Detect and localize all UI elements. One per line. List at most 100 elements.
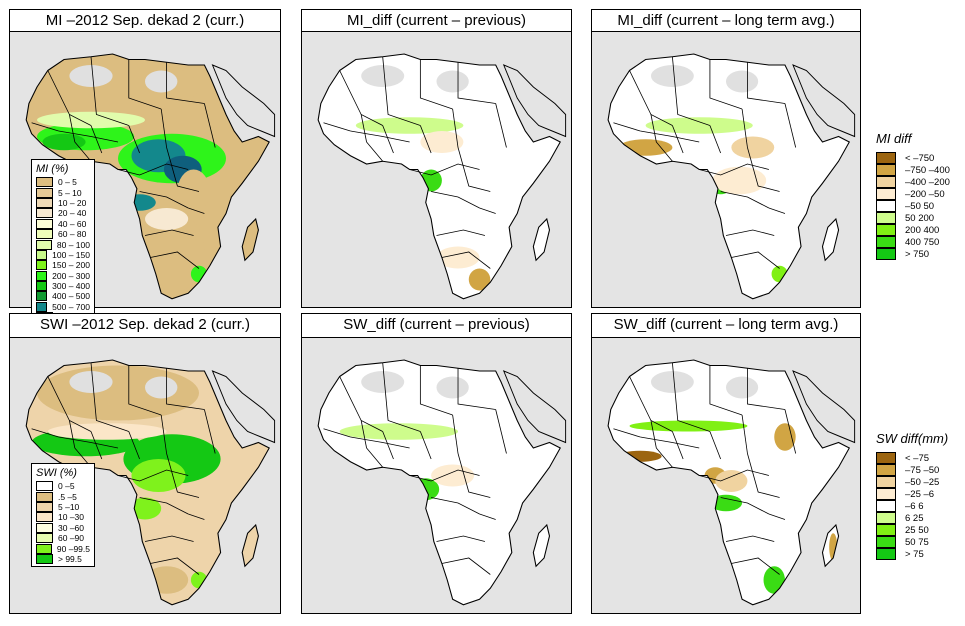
data-region: [37, 111, 145, 129]
legend-label: 60 – 80: [58, 229, 87, 240]
data-region: [420, 131, 464, 153]
country-border: [720, 191, 770, 209]
coastline: [607, 359, 851, 606]
coastline: [317, 359, 561, 606]
country-border: [720, 497, 770, 515]
country-border: [640, 436, 700, 449]
country-border: [699, 163, 769, 176]
country-border: [725, 229, 775, 236]
data-region: [47, 423, 167, 440]
legend-swatch: [876, 524, 896, 536]
legend-label: > 75: [905, 548, 924, 560]
country-border: [166, 62, 205, 104]
legend-entry: > 750: [876, 248, 950, 260]
country-border: [382, 125, 394, 154]
country-border: [139, 497, 189, 515]
legend-label: –75 –50: [905, 464, 940, 476]
country-border: [69, 420, 76, 449]
country-border: [323, 122, 351, 132]
legend-entry: 500 – 700: [36, 301, 90, 312]
data-region: [42, 133, 86, 151]
data-region: [726, 70, 759, 93]
country-border: [457, 368, 496, 410]
country-border: [419, 365, 453, 416]
data-region: [361, 65, 405, 87]
country-border: [671, 56, 711, 126]
legend-swatch: [36, 281, 48, 292]
legend-swatch: [876, 548, 896, 560]
country-border: [166, 453, 200, 498]
country-border: [419, 431, 432, 460]
country-border: [731, 557, 780, 575]
legend-label: 200 – 300: [52, 270, 90, 281]
legend-label: 0 –5: [58, 481, 75, 492]
map-sw-diff-previous: [301, 337, 572, 614]
panel-title-mi-diff-longterm: MI_diff (current – long term avg.): [591, 9, 861, 32]
country-border: [431, 497, 480, 515]
legend-entry: –50 –25: [876, 476, 948, 488]
legend-swatch: [36, 229, 53, 240]
country-border: [747, 62, 786, 104]
arabia-outline: [502, 370, 567, 444]
madagascar-land: [242, 525, 259, 567]
legend-swatch: [876, 200, 896, 212]
legend-label: –6 6: [905, 500, 924, 512]
data-region: [618, 139, 673, 156]
country-border: [741, 414, 748, 454]
legend-swatch: [876, 452, 896, 464]
country-border: [150, 251, 200, 269]
legend-label: 60 –90: [58, 533, 84, 544]
country-border: [709, 431, 722, 460]
sw-diff-legend: SW diff(mm) < –75 –75 –50 –50 –25 –25 –6 –6 …: [876, 431, 948, 560]
mi-legend-title: MI (%): [36, 163, 69, 175]
legend-swatch: [36, 187, 53, 198]
legend-entry: –400 –200: [876, 176, 950, 188]
legend-entry: 6 25: [876, 512, 948, 524]
data-region: [355, 117, 464, 134]
country-border: [741, 108, 748, 148]
legend-label: < –75: [905, 452, 930, 464]
legend-entry: –6 6: [876, 500, 948, 512]
africa-map: [25, 53, 276, 300]
country-border: [144, 229, 194, 236]
coastline: [607, 53, 851, 300]
legend-entry: 10 – 20: [36, 197, 90, 208]
country-border: [672, 125, 684, 154]
sw-diff-legend-title: SW diff(mm): [876, 431, 949, 446]
legend-entry: 40 – 60: [36, 218, 90, 229]
country-border: [656, 447, 673, 468]
panel-title-mi-diff-previous: MI_diff (current – previous): [301, 9, 572, 32]
legend-swatch: [36, 481, 53, 492]
legend-label: 5 – 10: [58, 187, 82, 198]
legend-entry: 30 –60: [36, 522, 90, 533]
country-border: [58, 436, 119, 449]
legend-label: 40 – 60: [58, 218, 87, 229]
legend-entry: 50 200: [876, 212, 950, 224]
legend-label: 300 – 400: [52, 281, 90, 292]
legend-swatch: [36, 197, 53, 208]
country-border: [74, 141, 92, 162]
country-border: [436, 229, 486, 236]
country-border: [166, 147, 200, 192]
legend-entry: > 99.5: [36, 553, 90, 564]
country-border: [419, 59, 453, 110]
map-mi-diff-previous: [301, 31, 572, 308]
country-border: [382, 56, 421, 126]
swi-legend-title: SWI (%): [36, 467, 77, 479]
legend-swatch: [876, 488, 896, 500]
country-border: [144, 535, 194, 542]
legend-swatch: [876, 536, 896, 548]
arabia-outline: [211, 370, 276, 444]
legend-swatch: [36, 239, 52, 250]
data-region: [763, 566, 785, 594]
country-border: [339, 70, 383, 126]
legend-swatch: [36, 301, 48, 312]
legend-swatch: [36, 177, 53, 188]
country-border: [457, 62, 496, 104]
map-mi-current: [9, 31, 281, 308]
legend-label: 100 – 150: [52, 249, 90, 260]
data-region: [69, 65, 113, 87]
legend-label: –50 –25: [905, 476, 940, 488]
legend-swatch: [36, 218, 53, 229]
legend-swatch: [876, 512, 896, 524]
